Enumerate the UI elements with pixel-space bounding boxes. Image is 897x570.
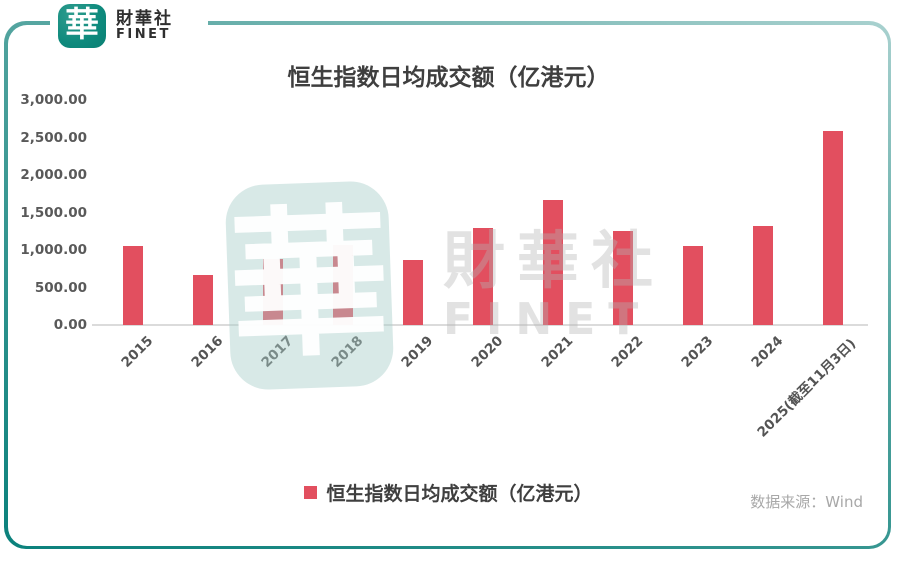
chart-title: 恒生指数日均成交额（亿港元） [287, 65, 610, 90]
legend-label: 恒生指数日均成交额（亿港元） [326, 484, 593, 505]
data-source-note: 数据来源：Wind [750, 493, 863, 511]
x-axis-line [92, 324, 868, 326]
legend: 恒生指数日均成交额（亿港元） [0, 479, 897, 506]
watermark-logo-icon: 華 [224, 180, 395, 391]
bar-2025 [823, 131, 844, 325]
watermark-text-en: FINET [443, 294, 652, 345]
bar-2021 [543, 200, 564, 325]
bar-2015 [122, 246, 143, 325]
bar-2019 [402, 259, 423, 325]
bar-2018 [332, 244, 353, 325]
plot-area: 3,000.00 2,500.00 2,000.00 1,500.00 1,000.00… [20, 92, 868, 441]
bar-2017 [262, 258, 283, 325]
y-axis-tick-label: 500.00 [34, 279, 87, 296]
brand-name-en: FINET [116, 27, 171, 43]
finet-logo-icon: 華 [58, 4, 106, 48]
y-axis-tick-label: 1,000.00 [20, 242, 87, 258]
bar-2022 [613, 231, 634, 325]
bar-2020 [473, 227, 494, 325]
border-frame-inner [7, 24, 888, 546]
border-frame [4, 21, 891, 549]
y-axis-tick-label: 2,500.00 [20, 129, 87, 146]
brand-name-cn: 財華社 [116, 8, 173, 29]
bar-2024 [753, 226, 774, 325]
bar-2023 [683, 246, 704, 325]
finet-logo-glyph: 華 [65, 7, 99, 44]
y-axis-tick-label: 0.00 [53, 317, 87, 333]
legend-swatch [304, 486, 318, 499]
watermark-logo-glyph: 華 [226, 193, 393, 378]
brand-name: 財華社 FINET [116, 8, 173, 43]
bar-2016 [192, 274, 213, 325]
y-axis-tick-label: 2,000.00 [20, 167, 87, 183]
finet-brand-logo: 華 財華社 FINET [50, 0, 208, 52]
y-axis-tick-label: 3,000.00 [20, 92, 87, 108]
watermark-text: 財華社 FINET [443, 230, 665, 342]
y-axis-tick-label: 1,500.00 [20, 204, 87, 221]
watermark-text-cn: 財華社 [443, 224, 666, 297]
